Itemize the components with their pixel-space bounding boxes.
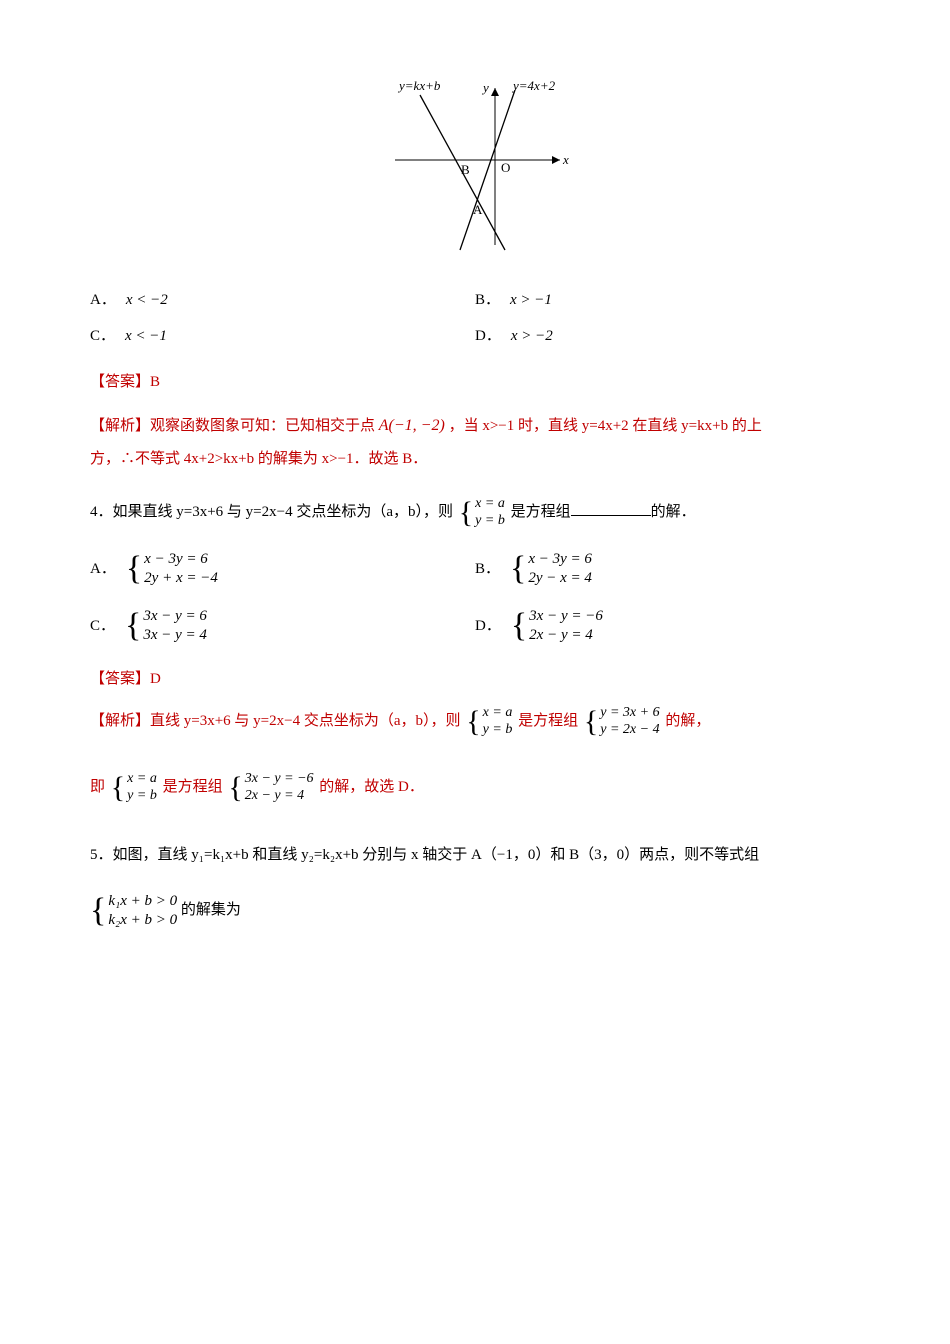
q4-text1: 如果直线 y=3x+6 与 y=2x−4 交点坐标为（a，b），则 — [113, 504, 454, 520]
analysis-point: A(−1, −2) — [379, 417, 445, 434]
q5-number: 5． — [90, 839, 113, 872]
q3-answer: 【答案】B — [90, 370, 860, 394]
sys-line: 3x − y = −6 — [529, 607, 603, 626]
sys-line: 3x − y = 6 — [143, 607, 207, 626]
analysis-label: 【解析】 — [90, 418, 150, 434]
q5-stem: 5．如图，直线 y₁=k₁x+b 和直线 y₂=k₂x+b 分别与 x 轴交于 … — [90, 839, 860, 872]
opt-sys: { 3x − y = −6 2x − y = 4 — [511, 607, 603, 645]
q4-options-row2: C． { 3x − y = 6 3x − y = 4 D． { 3x − y =… — [90, 607, 860, 645]
answer-value: B — [150, 374, 160, 390]
answer-value: D — [150, 671, 161, 687]
opt-letter: B． — [475, 557, 500, 581]
q3-option-b: B． x > −1 — [475, 288, 860, 312]
sys-line: 3x − y = 4 — [143, 626, 207, 645]
sys-line: k₁x + b > 0 — [108, 892, 177, 911]
label-y4x2: y=4x+2 — [511, 78, 556, 93]
sys-line: x = a — [483, 705, 513, 722]
opt-letter: D． — [475, 324, 501, 348]
ana-sys1: { x = a y = b — [466, 705, 512, 739]
sys-line: 2x − y = 4 — [245, 788, 314, 805]
label-point-b: B — [461, 162, 470, 177]
sys-line: x − 3y = 6 — [144, 550, 218, 569]
ana-end2: 的解，故选 D． — [319, 780, 424, 796]
sys-line: y = b — [475, 513, 505, 530]
q5-text: 如图，直线 y₁=k₁x+b 和直线 y₂=k₂x+b 分别与 x 轴交于 A（… — [113, 847, 760, 863]
q3-options-row1: A． x < −2 B． x > −1 — [90, 288, 860, 312]
ana-mid2: 是方程组 — [163, 780, 223, 796]
opt-expr: x > −2 — [511, 324, 553, 348]
q3-option-d: D． x > −2 — [475, 324, 860, 348]
ana-mid1: 是方程组 — [518, 713, 578, 729]
q5-sys: { k₁x + b > 0 k₂x + b > 0 — [90, 892, 177, 930]
ana2a: 即 — [90, 780, 105, 796]
answer-label: 【答案】 — [90, 374, 150, 390]
opt-sys: { x − 3y = 6 2y − x = 4 — [510, 550, 592, 588]
q4-options-row1: A． { x − 3y = 6 2y + x = −4 B． { x − 3y … — [90, 550, 860, 588]
label-point-a: A — [473, 202, 483, 217]
q4-text2: 是方程组 — [511, 504, 571, 520]
sys-line: 2y − x = 4 — [528, 569, 592, 588]
q4-option-a: A． { x − 3y = 6 2y + x = −4 — [90, 550, 475, 588]
analysis-label: 【解析】 — [90, 713, 150, 729]
q4-number: 4． — [90, 496, 113, 529]
q5-tail: 的解集为 — [181, 902, 241, 918]
analysis-text3: 方，∴不等式 4x+2>kx+b 的解集为 x>−1．故选 B． — [90, 451, 427, 467]
fill-blank — [571, 500, 651, 516]
opt-sys: { 3x − y = 6 3x − y = 4 — [125, 607, 207, 645]
label-origin: O — [501, 160, 510, 175]
opt-letter: A． — [90, 557, 116, 581]
sys-line: y = b — [483, 722, 513, 739]
opt-letter: D． — [475, 614, 501, 638]
opt-letter: C． — [90, 614, 115, 638]
ana-sys4: { 3x − y = −6 2x − y = 4 — [228, 771, 313, 805]
sys-line: k₂x + b > 0 — [108, 911, 177, 930]
ana-sys2: { y = 3x + 6 y = 2x − 4 — [584, 705, 660, 739]
opt-sys: { x − 3y = 6 2y + x = −4 — [126, 550, 218, 588]
sys-line: x = a — [127, 771, 157, 788]
label-x-axis: x — [562, 152, 569, 167]
q3-analysis: 【解析】观察函数图象可知：已知相交于点 A(−1, −2) ，当 x>−1 时，… — [90, 408, 860, 476]
graph-svg: y=kx+b y=4x+2 y x O B A — [365, 70, 585, 260]
opt-expr: x < −1 — [125, 324, 167, 348]
sys-line: 3x − y = −6 — [245, 771, 314, 788]
q3-option-a: A． x < −2 — [90, 288, 475, 312]
q4-text3: 的解． — [651, 504, 696, 520]
q4-analysis: 【解析】直线 y=3x+6 与 y=2x−4 交点坐标为（a，b），则 { x … — [90, 705, 860, 805]
ana-sys3: { x = a y = b — [111, 771, 157, 805]
sys-line: 2y + x = −4 — [144, 569, 218, 588]
sys-line: x = a — [475, 496, 505, 513]
ana-end1: 的解， — [665, 713, 710, 729]
sys-line: y = 3x + 6 — [600, 705, 659, 722]
q4-option-c: C． { 3x − y = 6 3x − y = 4 — [90, 607, 475, 645]
opt-letter: C． — [90, 324, 115, 348]
sys-line: y = 2x − 4 — [600, 722, 659, 739]
sys-line: 2x − y = 4 — [529, 626, 603, 645]
opt-letter: A． — [90, 288, 116, 312]
label-ykxb: y=kx+b — [397, 78, 441, 93]
analysis-text1: 观察函数图象可知：已知相交于点 — [150, 418, 375, 434]
q5-sys-row: { k₁x + b > 0 k₂x + b > 0 的解集为 — [90, 892, 860, 930]
q4-answer: 【答案】D — [90, 667, 860, 691]
sys-line: x − 3y = 6 — [528, 550, 592, 569]
opt-letter: B． — [475, 288, 500, 312]
q4-sys1: { x = a y = b — [459, 496, 505, 530]
opt-expr: x > −1 — [510, 288, 552, 312]
q4-stem: 4．如果直线 y=3x+6 与 y=2x−4 交点坐标为（a，b），则 { x … — [90, 496, 860, 530]
q4-option-b: B． { x − 3y = 6 2y − x = 4 — [475, 550, 860, 588]
q4-option-d: D． { 3x − y = −6 2x − y = 4 — [475, 607, 860, 645]
analysis-text2: ，当 x>−1 时，直线 y=4x+2 在直线 y=kx+b 的上 — [449, 418, 762, 434]
opt-expr: x < −2 — [126, 288, 168, 312]
q3-figure: y=kx+b y=4x+2 y x O B A — [90, 70, 860, 268]
sys-line: y = b — [127, 788, 157, 805]
q3-option-c: C． x < −1 — [90, 324, 475, 348]
label-y-axis: y — [481, 80, 489, 95]
q3-options-row2: C． x < −1 D． x > −2 — [90, 324, 860, 348]
ana1: 直线 y=3x+6 与 y=2x−4 交点坐标为（a，b），则 — [150, 713, 461, 729]
answer-label: 【答案】 — [90, 671, 150, 687]
